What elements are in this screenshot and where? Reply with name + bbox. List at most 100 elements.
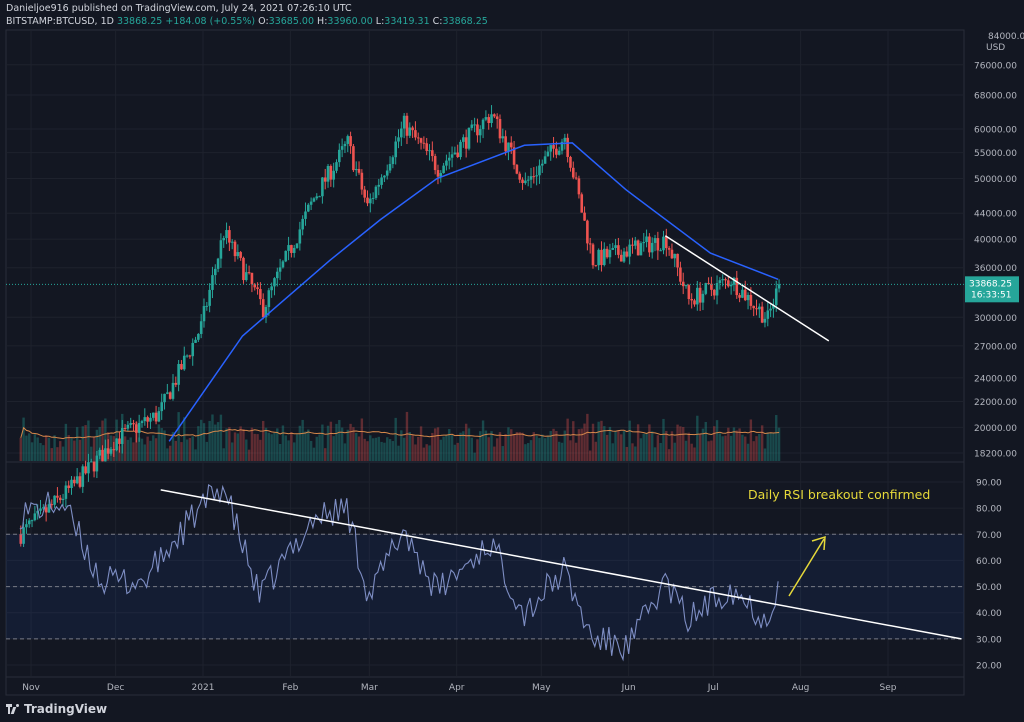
candle-body <box>557 150 561 155</box>
volume-bar <box>28 433 31 461</box>
candle-body <box>495 116 499 119</box>
candle-body <box>267 290 271 308</box>
high-value: 33960.00 <box>327 16 373 27</box>
candle-body <box>388 164 392 171</box>
volume-bar <box>645 433 648 461</box>
volume-bar <box>194 449 197 461</box>
volume-bar <box>90 446 93 461</box>
candle-body <box>329 165 333 180</box>
candle-body <box>538 165 541 176</box>
chart-header: Danieljoe916 published on TradingView.co… <box>6 2 488 28</box>
candle-body <box>270 286 273 291</box>
volume-bar <box>132 442 135 461</box>
volume-bar <box>326 425 330 461</box>
volume-bar <box>653 447 657 461</box>
candle-body <box>363 189 366 198</box>
volume-bar <box>211 414 214 461</box>
candle-body <box>27 520 31 525</box>
volume-bar <box>574 442 578 461</box>
last-price-tag-value: 33868.25 <box>969 279 1012 289</box>
candle-body <box>597 249 600 266</box>
volume-bar <box>549 431 552 461</box>
volume-bar <box>749 419 753 461</box>
volume-bar <box>611 443 614 461</box>
volume-bar <box>61 446 65 461</box>
candle-body <box>312 198 316 202</box>
volume-bar <box>490 431 493 461</box>
volume-bar <box>157 424 161 461</box>
volume-bar <box>50 448 53 461</box>
candle-body <box>715 283 719 296</box>
price-tick-label: 60000.00 <box>974 126 1017 136</box>
volume-bar <box>264 427 268 461</box>
volume-bar <box>219 414 223 461</box>
candle-body <box>447 157 451 161</box>
volume-bar <box>746 443 750 461</box>
volume-bar <box>600 420 603 461</box>
candle-body <box>163 393 166 403</box>
last-price-tag <box>965 276 1019 303</box>
volume-bar <box>284 435 287 461</box>
candle-body <box>473 124 476 126</box>
volume-bar <box>81 426 84 461</box>
volume-bar <box>160 428 163 461</box>
candle-body <box>521 179 524 184</box>
volume-bar <box>450 434 454 461</box>
volume-bar <box>467 428 471 461</box>
candle-body <box>225 230 228 239</box>
candle-body <box>383 175 386 178</box>
volume-bar <box>298 425 302 461</box>
volume-bar <box>656 435 660 461</box>
time-axis-bar[interactable] <box>5 676 965 696</box>
candle-body <box>493 114 496 117</box>
annotation-arrow <box>788 538 825 597</box>
candle-body <box>290 245 293 253</box>
price-tick-label: 30000.00 <box>974 314 1017 324</box>
volume-bar <box>281 425 285 461</box>
volume-bar <box>684 440 688 461</box>
tradingview-logo[interactable]: TradingView <box>6 702 107 716</box>
volume-bar <box>479 431 482 461</box>
volume-bar <box>340 427 344 461</box>
volume-bar <box>245 439 248 461</box>
time-tick-label: Dec <box>107 683 124 693</box>
candle-body <box>149 417 152 422</box>
volume-bar <box>273 432 276 461</box>
rsi-tick-label: 40.00 <box>976 609 1002 619</box>
candle-body <box>264 307 268 318</box>
volume-bar <box>741 434 744 461</box>
volume-bar <box>583 423 586 461</box>
candle-body <box>67 485 70 489</box>
candle-body <box>56 495 59 498</box>
rsi-plot <box>6 483 964 662</box>
last-price-label: 33868.25 <box>116 16 163 27</box>
volume-bar <box>470 437 473 461</box>
candle-body <box>701 293 705 303</box>
price-tick-label: 24000.00 <box>974 374 1017 384</box>
volume-bar <box>707 441 710 461</box>
volume-bar <box>293 442 296 461</box>
volume-bar <box>464 423 468 461</box>
volume-bar <box>287 440 290 461</box>
candle-body <box>571 167 575 178</box>
volume-bar <box>476 439 479 461</box>
candle-body <box>402 115 406 129</box>
volume-bar <box>216 422 220 461</box>
volume-bar <box>682 427 685 461</box>
candle-body <box>602 248 606 266</box>
candle-body <box>106 448 110 454</box>
candle-body <box>112 449 116 451</box>
price-overlays <box>6 142 964 442</box>
time-tick-label: Aug <box>792 683 810 693</box>
candle-body <box>710 283 713 290</box>
candle-body <box>583 212 586 221</box>
volume-bar <box>628 420 631 461</box>
volume-bar <box>735 430 738 461</box>
volume-bar <box>713 426 716 461</box>
volume-bar <box>39 443 42 461</box>
volume-bar <box>648 424 651 461</box>
candle-body <box>315 196 319 199</box>
candle-body <box>101 449 104 462</box>
volume-bar <box>758 433 761 461</box>
